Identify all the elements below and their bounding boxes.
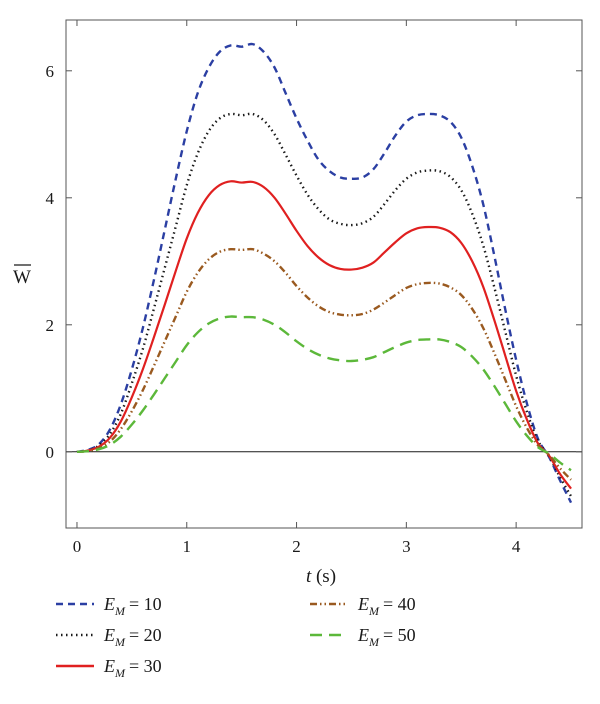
legend-label-4: EM = 40 xyxy=(357,594,416,618)
y-tick-label: 0 xyxy=(46,443,55,462)
x-tick-label: 4 xyxy=(512,537,521,556)
legend-label-3: EM = 30 xyxy=(103,656,162,680)
y-axis-label: W xyxy=(13,267,31,288)
axis-ticks: 0 1 2 3 4 0 2 4 6 xyxy=(46,20,582,556)
series-line-5 xyxy=(76,315,572,472)
legend-label-5: EM = 50 xyxy=(357,625,416,649)
legend-label-2: EM = 20 xyxy=(103,625,162,649)
legend-label-1: EM = 10 xyxy=(103,594,162,618)
series-line-3 xyxy=(76,180,572,490)
series-line-1 xyxy=(76,42,573,504)
x-tick-label: 3 xyxy=(402,537,411,556)
series-line-4 xyxy=(76,247,572,481)
series-layer xyxy=(76,42,573,504)
y-tick-label: 2 xyxy=(46,316,55,335)
plot-frame xyxy=(65,19,583,529)
x-tick-label: 1 xyxy=(183,537,192,556)
x-axis-label: t (s) xyxy=(306,566,336,587)
x-tick-label: 0 xyxy=(73,537,82,556)
series-line-2 xyxy=(76,112,573,497)
x-tick-label: 2 xyxy=(292,537,301,556)
legend: EM = 10 EM = 20 EM = 30 EM = 40 EM = 50 xyxy=(56,594,416,680)
y-tick-label: 6 xyxy=(46,62,55,81)
y-tick-label: 4 xyxy=(46,189,55,208)
